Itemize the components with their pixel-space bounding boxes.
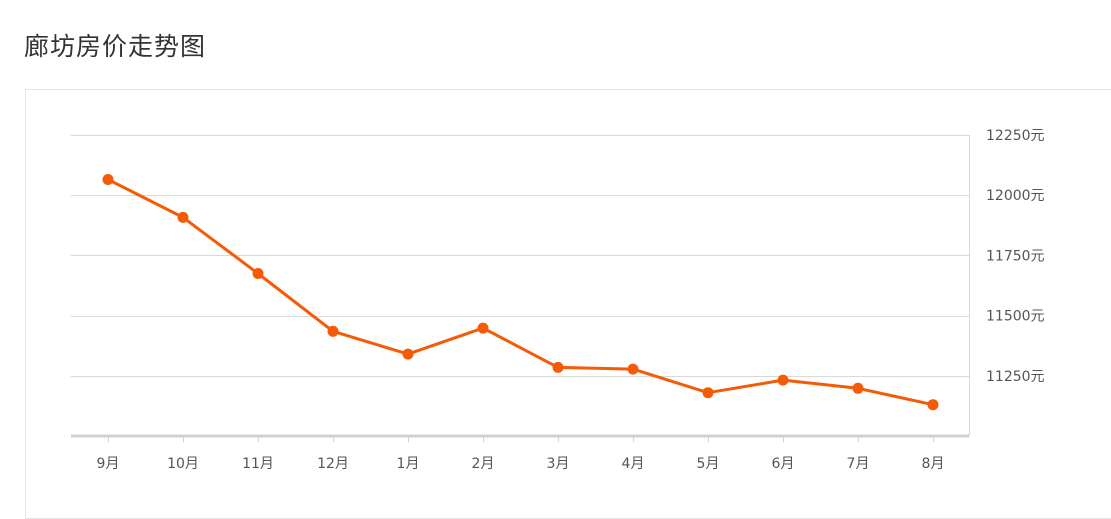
x-tick-label: 12月 xyxy=(317,456,349,472)
x-tick-label: 1月 xyxy=(397,456,420,472)
y-tick-label: 12000元 xyxy=(986,188,1045,204)
x-tick-label: 3月 xyxy=(547,456,570,472)
y-tick-label: 12250元 xyxy=(986,128,1045,144)
x-tick-label: 9月 xyxy=(97,456,120,472)
y-tick-label: 11250元 xyxy=(986,369,1045,385)
x-tick-label: 4月 xyxy=(622,456,645,472)
data-point xyxy=(777,374,789,386)
data-point xyxy=(252,268,264,279)
data-point xyxy=(702,387,714,399)
price-trend-chart: 11250元 11500元 11750元 12000元 12250元 9月 10月 11月 12… xyxy=(71,128,1045,472)
page-title: 廊坊房价走势图 xyxy=(24,32,207,61)
data-point xyxy=(177,211,189,223)
data-point xyxy=(852,382,864,394)
x-tick-label: 5月 xyxy=(697,456,720,472)
x-tick-label: 6月 xyxy=(772,456,795,472)
x-tick-label: 8月 xyxy=(922,456,945,472)
data-point xyxy=(402,348,414,360)
data-point xyxy=(927,399,939,411)
x-tick-label: 10月 xyxy=(167,456,199,472)
data-point xyxy=(627,363,639,375)
data-point xyxy=(327,325,339,337)
y-tick-label: 11500元 xyxy=(986,309,1045,325)
x-tick-label: 2月 xyxy=(472,456,495,472)
data-point xyxy=(552,361,564,373)
data-point xyxy=(477,322,489,334)
x-tick-label: 11月 xyxy=(242,456,274,472)
y-tick-label: 11750元 xyxy=(986,248,1045,264)
x-tick-label: 7月 xyxy=(847,456,870,472)
chart-panel: 11250元 11500元 11750元 12000元 12250元 9月 10月 11月 12… xyxy=(25,89,1111,519)
data-point xyxy=(102,174,114,185)
price-line xyxy=(107,178,934,407)
